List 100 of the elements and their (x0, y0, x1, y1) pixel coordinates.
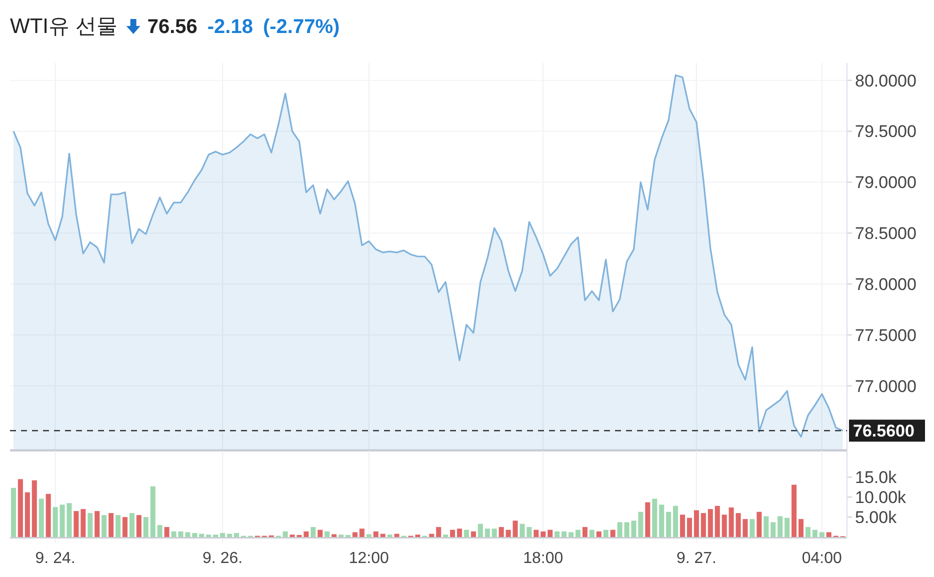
bar (318, 530, 323, 537)
bar (88, 513, 93, 537)
x-tick-label: 12:00 (348, 550, 390, 567)
bar (143, 517, 148, 537)
chart-title: WTI유 선물 (10, 15, 118, 38)
bar (310, 527, 316, 537)
x-tick-label: 9. 26. (202, 550, 243, 567)
bar (18, 479, 23, 537)
bar (826, 532, 832, 537)
bar (150, 486, 156, 537)
bar (610, 530, 616, 537)
bar (352, 532, 358, 537)
bar (526, 527, 532, 537)
y-tick-label: 79.0000 (855, 173, 916, 192)
bar (478, 524, 483, 537)
bar (373, 531, 378, 537)
bar (324, 531, 330, 537)
bar (750, 519, 755, 537)
bar (722, 514, 727, 537)
text: (-2.77%) (262, 16, 340, 38)
bar (394, 534, 400, 537)
bar (582, 527, 588, 537)
bar (234, 533, 240, 537)
bar (38, 498, 44, 537)
bar (778, 516, 783, 537)
bar (80, 509, 86, 537)
y-tick-label: 10.00k (855, 488, 907, 508)
bar (770, 522, 776, 537)
bar (498, 527, 504, 537)
bar (534, 530, 539, 537)
bar (74, 511, 79, 537)
y-tick-label: 77.0000 (855, 376, 916, 396)
bar (805, 527, 810, 537)
bar (457, 528, 462, 537)
bar (199, 534, 204, 537)
bar (122, 517, 128, 537)
bar (470, 531, 476, 537)
bar (450, 530, 456, 537)
x-tick-label: 04:00 (802, 550, 842, 567)
bar (52, 507, 58, 537)
bar (617, 522, 622, 537)
bar (589, 530, 594, 537)
bar (659, 504, 664, 537)
bar (512, 520, 518, 537)
bar (94, 511, 100, 537)
text: -2.18 (207, 16, 253, 38)
bar (380, 534, 386, 537)
bar (694, 510, 699, 537)
x-tick-label: 9. 24. (35, 550, 76, 567)
x-tick-label: 9. 27. (676, 550, 716, 567)
bar (568, 532, 574, 537)
bar (540, 531, 546, 537)
bar (756, 512, 762, 537)
bar (157, 525, 162, 537)
bar (32, 480, 37, 537)
bar (728, 507, 734, 537)
bar (798, 519, 804, 537)
bar (192, 533, 198, 537)
bar (506, 530, 511, 537)
bar (429, 534, 434, 537)
bar (102, 515, 107, 537)
bar (603, 530, 608, 537)
bar (484, 528, 490, 537)
bar (596, 531, 602, 537)
x-tick-label: 18:00 (523, 550, 564, 567)
y-tick-label: 77.5000 (855, 326, 916, 345)
bar (129, 513, 134, 537)
bar (714, 506, 720, 537)
y-tick-label: 5.00k (855, 508, 898, 528)
bar (673, 506, 678, 537)
bar (784, 518, 790, 537)
y-tick-label: 78.5000 (855, 224, 916, 244)
bar (359, 528, 364, 537)
bar (708, 509, 713, 537)
bar (680, 514, 686, 537)
bar (492, 528, 497, 537)
ref-line-label: 76.5600 (853, 422, 914, 441)
y-tick-label: 78.0000 (855, 274, 916, 294)
bar (812, 530, 818, 537)
bar (366, 534, 372, 537)
bar (575, 530, 580, 537)
bar (332, 534, 337, 537)
bar (304, 531, 309, 537)
bar (520, 524, 525, 537)
bar (136, 515, 142, 537)
bar (24, 492, 30, 537)
bar (666, 512, 672, 537)
bar (436, 527, 442, 537)
bar (652, 498, 658, 537)
bar (116, 515, 121, 537)
bar (819, 532, 824, 537)
bar (645, 502, 650, 537)
y-tick-label: 15.0k (855, 468, 898, 488)
bar (764, 516, 769, 537)
y-tick-label: 79.5000 (855, 122, 916, 142)
text: 76.56 (147, 16, 198, 38)
bar (164, 527, 170, 537)
bar (554, 531, 560, 537)
bar (548, 530, 553, 537)
bar (10, 488, 16, 537)
